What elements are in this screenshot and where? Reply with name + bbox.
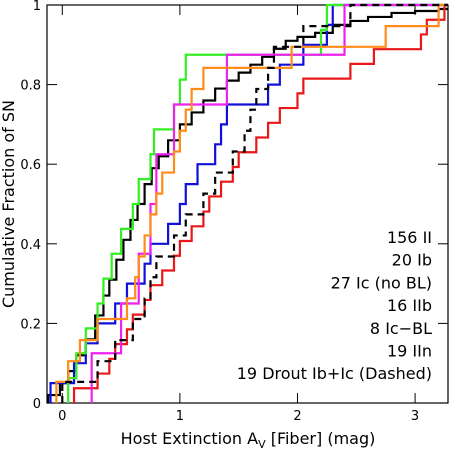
x-tick-label: 3 xyxy=(411,409,419,424)
x-axis-label-part: Host Extinction A xyxy=(121,429,258,448)
y-tick-label: 1 xyxy=(33,0,41,14)
x-axis-label-sub: V xyxy=(258,438,266,451)
y-axis-label: Cumulative Fraction of SN xyxy=(0,100,18,308)
cdf-line xyxy=(61,3,448,403)
x-tick-label: 0 xyxy=(58,409,66,424)
legend-entry: 16 IIb xyxy=(387,296,432,315)
legend-entry: 8 Ic−BL xyxy=(370,319,432,338)
y-tick-label: 0.2 xyxy=(20,317,41,332)
cdf-line xyxy=(72,3,448,403)
plot-frame xyxy=(46,4,449,404)
y-tick-label: 0.8 xyxy=(20,79,41,94)
legend-entry: 20 Ib xyxy=(392,251,432,270)
x-axis-label-part: [Fiber] (mag) xyxy=(266,429,376,448)
legend-entry: 19 IIn xyxy=(387,342,432,361)
x-tick-label: 2 xyxy=(293,409,301,424)
x-tick-label: 1 xyxy=(176,409,184,424)
legend-entry: 19 Drout Ib+Ic (Dashed) xyxy=(237,364,432,383)
cdf-line xyxy=(67,3,448,403)
x-axis-label: Host Extinction AV [Fiber] (mag) xyxy=(121,429,376,451)
y-tick-label: 0.6 xyxy=(20,158,41,173)
legend-entry: 156 II xyxy=(387,228,432,247)
cdf-line xyxy=(55,3,448,403)
legend-entry: 27 Ic (no BL) xyxy=(331,273,432,292)
y-tick-label: 0 xyxy=(33,397,41,412)
y-tick-label: 0.4 xyxy=(20,238,41,253)
